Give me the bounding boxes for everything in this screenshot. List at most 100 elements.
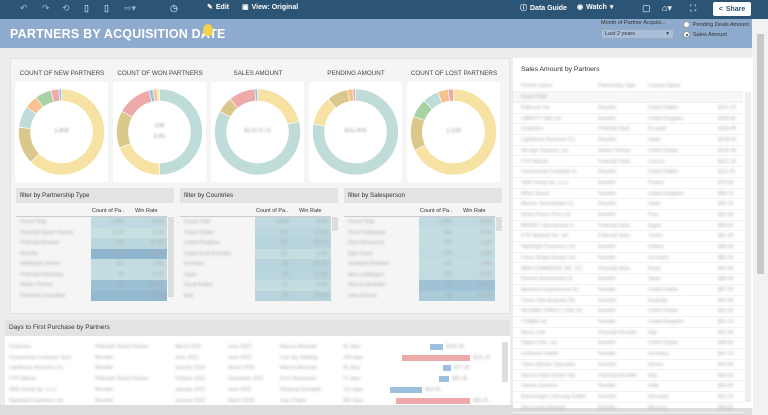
revert-icon[interactable]: ⟲ (62, 3, 70, 13)
donut-chart[interactable]: 138 8.0% (113, 82, 206, 182)
donut-chart[interactable]: 1,226 (407, 82, 500, 182)
column-header[interactable]: Win Rate (299, 208, 322, 214)
donut-slice[interactable] (312, 88, 399, 176)
donut-slice[interactable] (414, 88, 497, 176)
page-scrollbar[interactable] (752, 19, 768, 415)
table-row[interactable]: Shabaan Elmadeh 143 2.8% (344, 259, 502, 270)
days-bar[interactable] (395, 397, 470, 404)
table-row[interactable]: Pavel Kalinowski 203 3.4% (344, 227, 502, 238)
share-button[interactable]: < Share (713, 2, 751, 16)
table-row[interactable]: Max Lundbagen 132 9.1% (344, 269, 502, 280)
column-header[interactable]: Count of Pa.. (420, 208, 453, 214)
table-row[interactable]: Lighthouse Business Co. Reseller Spain $… (513, 135, 743, 146)
donut-slice[interactable] (58, 88, 62, 102)
table-row[interactable]: REDWAY DIRECT USA, IN.. Reseller United … (513, 306, 743, 317)
grand-total-row[interactable]: Grand Total (513, 92, 743, 103)
table-row[interactable]: Karmen Astronomica B. Reseller Spain $58… (513, 274, 743, 285)
download-icon[interactable]: ⌂▾ (662, 3, 672, 13)
donut-slice[interactable] (447, 88, 454, 102)
replay-icon[interactable]: ⇨▾ (124, 3, 137, 13)
donut-slice[interactable] (257, 88, 300, 125)
table-row[interactable]: Graphane Potential Start.. Ecuador $166.… (513, 124, 743, 136)
days-bar[interactable] (429, 344, 443, 350)
undo-icon[interactable]: ↶ (20, 3, 28, 13)
table-row[interactable]: Nightsight Dynamics Ltd. Reseller Irelan… (513, 242, 743, 253)
days-bar[interactable] (439, 376, 449, 383)
table-row[interactable]: Intercounty Network Reseller Morocco $40… (513, 403, 743, 414)
days-bar[interactable] (442, 365, 451, 372)
table-row[interactable]: Egor Kozel 174 5.8% (344, 248, 502, 259)
table-row[interactable]: Starter Partner 40 55.0% (16, 280, 174, 291)
table-row[interactable]: Reseller 156 46.2% (16, 248, 174, 259)
table-row[interactable]: Bahnsteiger Lieferung GmbH Reseller Germ… (513, 392, 743, 403)
table-scrollbar[interactable] (332, 217, 338, 231)
column-header[interactable]: Partnership Type (598, 83, 636, 89)
table-scrollbar[interactable] (168, 217, 174, 297)
redo-icon[interactable]: ↷ (42, 3, 50, 13)
table-row[interactable]: LIBERTY Hills Ltd. Reseller United Kingd… (513, 114, 743, 125)
table-row[interactable]: TYMBA Ltd. Reseller United Kingdom $53.1… (513, 317, 743, 328)
table-row[interactable]: Potential Starter Partner 1,170 2.5% (16, 227, 174, 238)
column-header[interactable]: Win Rate (463, 208, 486, 214)
edit-button[interactable]: ✎ Edit (207, 3, 230, 12)
table-row[interactable]: Smart House Peru Ltd. Reseller Peru $65.… (513, 210, 743, 221)
table-row[interactable]: Potential Distributor 54 3.7% (16, 269, 174, 280)
table-row[interactable]: Grand Total 1,808 8.0% (344, 217, 502, 228)
table-row[interactable]: Lichtwerk GmbH Reseller Germany $47.14 (513, 349, 743, 360)
days-scrollbar[interactable] (502, 342, 508, 382)
watch-button[interactable]: ◉ Watch ▾ (577, 3, 614, 12)
table-row[interactable]: Digital Cites, Inc. Reseller United Stat… (513, 338, 743, 350)
donut-slice[interactable] (352, 88, 356, 102)
donut-chart[interactable]: $2,673.75 (211, 82, 304, 182)
donut-slice[interactable] (119, 143, 160, 176)
donut-slice[interactable] (254, 88, 258, 102)
radio-sales-amount[interactable]: Sales Amount (683, 31, 727, 38)
table-row[interactable]: Apostech Experiences Inc. Reseller Unite… (513, 285, 743, 296)
table-scrollbar[interactable] (745, 92, 751, 402)
table-row[interactable]: United Kingdom 185 15.0% (180, 238, 338, 249)
table-row[interactable]: SMS Group Sp. z.o.o Reseller January 2022 J… (5, 385, 505, 396)
table-row[interactable]: United Arab Emirates 117 2.6% (180, 248, 338, 259)
column-header[interactable]: Partner Name (521, 83, 553, 89)
donut-chart[interactable]: 1,808 (15, 82, 108, 182)
days-bar[interactable] (401, 354, 470, 361)
table-row[interactable]: Sakura Systems Reseller India $42.60 (513, 381, 743, 392)
column-header[interactable]: Count of Pa.. (256, 208, 289, 214)
column-header[interactable]: Country Name (648, 83, 681, 89)
table-row[interactable]: SMS Group Sp. z.o.o Reseller Poland $70.… (513, 178, 743, 189)
table-row[interactable]: Julia Holmes 68 37.8% (344, 290, 502, 301)
table-row[interactable]: Nightsight Dynamics Ltd. Reseller January … (5, 396, 505, 407)
table-row[interactable]: Tribon Mexico Operation Reseller Mexico … (513, 360, 743, 371)
table-row[interactable]: Graphane Potential Starter Partner March 2… (5, 342, 505, 353)
table-row[interactable]: Spain 84 13.0% (180, 269, 338, 280)
table-row[interactable]: Grand Total 1,808 8.0% (180, 217, 338, 228)
table-row[interactable]: Marcus Technologies S.. Reseller Spain $… (513, 199, 743, 210)
table-row[interactable]: Saudi Arabia 57 3.5% (180, 280, 338, 291)
refresh-icon[interactable]: ▯ (84, 3, 89, 13)
table-row[interactable]: Potential Reseller 233 12.3% (16, 238, 174, 249)
donut-chart[interactable]: $32,408 (309, 82, 402, 182)
table-row[interactable]: Future Bright Design Ltd. Reseller Germa… (513, 253, 743, 264)
table-row[interactable]: BRIGHT International S.. Potential Start… (513, 221, 743, 232)
table-row[interactable]: Marzo Soft Potential Reseller Italy $52.… (513, 328, 743, 339)
column-header[interactable]: Count of Pa.. (92, 208, 125, 214)
fullscreen-icon[interactable]: ⛶ (690, 3, 697, 13)
date-filter-select[interactable]: Last 2 years ▾ (601, 29, 674, 39)
lightbulb-icon[interactable] (203, 24, 213, 36)
table-row[interactable]: Speech Data GmbH Top Potential Reseller … (513, 371, 743, 382)
table-row[interactable]: Grand Total 1,808 8.0% (16, 217, 174, 228)
view-button[interactable]: ▣ View: Original (242, 3, 299, 12)
days-bar[interactable] (390, 386, 423, 393)
donut-slice[interactable] (116, 110, 133, 149)
table-row[interactable]: Clover One Australia Pty Reseller Austra… (513, 296, 743, 307)
data-guide-button[interactable]: ⓘ Data Guide (520, 4, 567, 13)
donut-slice[interactable] (156, 88, 160, 102)
table-row[interactable]: Italy 54 15.6% (180, 290, 338, 301)
column-header[interactable]: Win Rate (135, 208, 158, 214)
table-scrollbar[interactable] (496, 217, 502, 231)
scrollbar-thumb[interactable] (757, 34, 764, 274)
metrics-icon[interactable]: ◷ (170, 3, 178, 13)
table-row[interactable]: White House Reseller United Kingdom $68.… (513, 189, 743, 200)
donut-slice[interactable] (159, 88, 203, 176)
horizontal-scrollbar[interactable] (0, 405, 752, 415)
